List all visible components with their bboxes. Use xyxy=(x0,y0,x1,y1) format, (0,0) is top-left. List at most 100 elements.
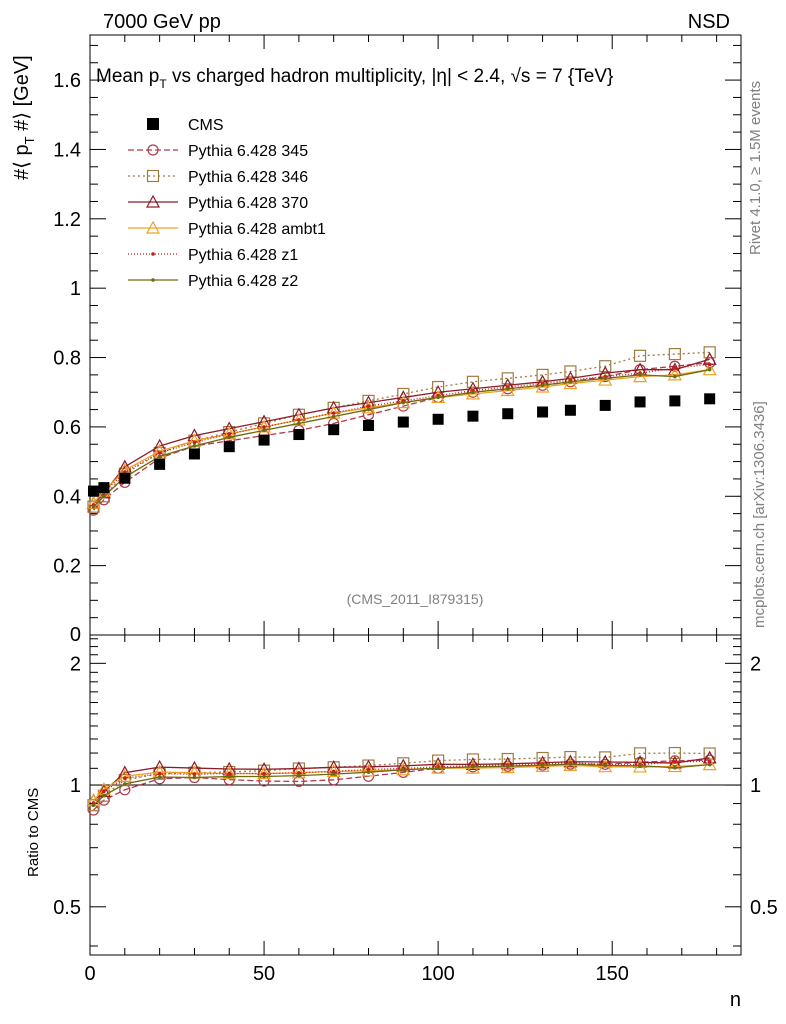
series-5-point xyxy=(505,386,510,391)
series-4-point xyxy=(673,366,677,370)
series-0-line xyxy=(93,362,710,511)
cms-data-point xyxy=(363,420,375,432)
series-1-point xyxy=(703,346,716,359)
series-4-ratio-point xyxy=(297,770,301,775)
ratio-axis-ticks: 0 50 100 150 0.5 0.5 1 1 2 2 xyxy=(53,635,778,985)
x-tick-label: 50 xyxy=(253,963,275,985)
cms-data-point xyxy=(87,485,99,497)
series-5-ratio-point xyxy=(401,767,406,772)
series-5-point xyxy=(707,367,712,372)
cms-data-point xyxy=(328,424,340,436)
series-5-point xyxy=(227,435,232,440)
series-3-point xyxy=(667,367,682,381)
x-tick-label: 0 xyxy=(84,963,95,985)
series-5-point xyxy=(436,395,440,400)
x-axis-label: n xyxy=(730,989,741,1011)
series-1-line xyxy=(93,351,710,508)
series-5-point xyxy=(297,421,301,426)
chart-title: Mean pT vs charged hadron multiplicity, … xyxy=(96,66,613,91)
cms-data-point xyxy=(432,413,444,425)
series-5-ratio-point xyxy=(603,763,608,768)
series-4-ratio-point xyxy=(366,767,371,772)
series-5-ratio-point xyxy=(436,766,440,770)
cms-data-point xyxy=(397,416,409,428)
series-5-ratio-point xyxy=(123,782,127,786)
cms-data-point xyxy=(634,396,646,408)
ratio-tick-label: 0.5 xyxy=(53,897,81,919)
series-2-ratio-point xyxy=(535,755,550,769)
series-5-point xyxy=(540,383,545,388)
series-2-line xyxy=(93,358,710,504)
ratio-tick-label-right: 2 xyxy=(750,653,761,675)
series-3-point xyxy=(535,379,550,393)
legend-marker-5 xyxy=(151,278,155,282)
series-5-point xyxy=(568,380,573,384)
series-5-point xyxy=(603,376,608,381)
series-4-ratio-point xyxy=(673,760,677,764)
series-5-ratio-point xyxy=(297,773,301,778)
legend: CMS Pythia 6.428 345 Pythia 6.428 346 Pythi… xyxy=(128,117,326,290)
header-energy-label: 7000 GeV pp xyxy=(103,11,221,33)
y-tick-label: 0.6 xyxy=(53,417,81,439)
series-5-point xyxy=(366,407,371,412)
series-2-ratio-point xyxy=(500,756,515,770)
legend-marker-4 xyxy=(151,252,155,256)
series-3-ratio-point xyxy=(667,759,682,773)
series-3-point xyxy=(563,376,578,390)
series-5-ratio-point xyxy=(540,763,545,767)
mcplots-reference-label: mcplots.cern.ch [arXiv:1306.3436] xyxy=(751,401,768,628)
legend-marker-0 xyxy=(147,144,159,156)
cms-data-point xyxy=(669,395,681,407)
series-1-point xyxy=(599,360,612,373)
x-tick-label: 150 xyxy=(596,963,629,985)
series-4-ratio-point xyxy=(157,771,162,776)
legend-marker-2 xyxy=(145,194,161,208)
series-0-point xyxy=(669,360,681,372)
y-tick-label: 1.2 xyxy=(53,209,81,231)
series-2-ratio-point xyxy=(563,754,578,768)
legend-label: CMS xyxy=(188,117,224,134)
cms-data-point xyxy=(293,429,305,441)
cms-data-point xyxy=(119,472,131,484)
ratio-tick-label: 1 xyxy=(70,775,81,797)
series-4-ratio-point xyxy=(192,772,197,777)
legend-label: Pythia 6.428 z2 xyxy=(188,273,298,290)
series-5-ratio-point xyxy=(707,762,712,767)
series-5-ratio-point xyxy=(157,775,162,779)
series-3-ratio-point xyxy=(361,763,376,777)
series-1-point xyxy=(668,347,681,361)
cms-data-point xyxy=(223,441,235,453)
ratio-y-axis-label: Ratio to CMS xyxy=(25,788,42,877)
header-process-label: NSD xyxy=(688,11,730,33)
series-5-ratio-point xyxy=(91,803,96,808)
ratio-series-group xyxy=(86,746,717,816)
series-1-ratio-point xyxy=(633,747,647,760)
series-4-ratio-point xyxy=(227,771,232,776)
series-4-point xyxy=(227,432,232,436)
series-5-ratio-point xyxy=(505,764,510,769)
series-2-ratio-line xyxy=(93,757,710,802)
series-3-point xyxy=(500,383,515,397)
series-5-point xyxy=(262,428,266,433)
series-5-ratio-point xyxy=(192,775,197,780)
cms-data-points xyxy=(87,393,716,497)
series-1-ratio-point xyxy=(668,746,681,760)
x-tick-label: 100 xyxy=(421,963,454,985)
legend-marker-3 xyxy=(145,220,161,234)
series-5-ratio-line xyxy=(93,763,710,806)
series-5-ratio-point xyxy=(227,774,232,779)
series-4-line xyxy=(92,363,710,506)
ratio-tick-label: 2 xyxy=(70,653,81,675)
series-4-ratio-point xyxy=(123,776,127,781)
cms-data-point xyxy=(467,410,479,422)
legend-label: Pythia 6.428 370 xyxy=(188,195,308,212)
series-5-ratio-point xyxy=(262,774,266,779)
series-1-ratio-line xyxy=(93,752,710,806)
y-tick-label: 0.2 xyxy=(53,556,81,578)
series-0-ratio-line xyxy=(93,759,710,811)
series-4-ratio-point xyxy=(262,771,266,776)
series-3-ratio-point xyxy=(117,769,132,782)
series-3-point xyxy=(598,372,613,386)
series-5-point xyxy=(192,444,197,448)
series-5-ratio-point xyxy=(102,793,106,798)
